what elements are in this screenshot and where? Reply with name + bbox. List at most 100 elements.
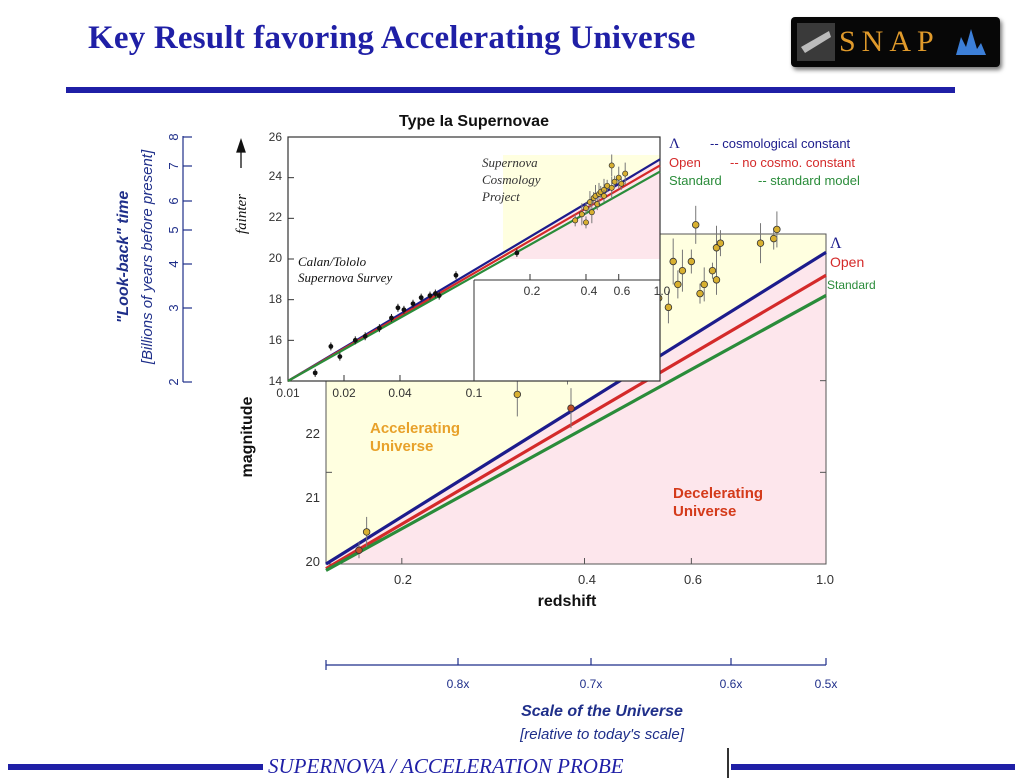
main-legend-lambda: Λ [830, 235, 842, 252]
inset-lowz-point [401, 307, 407, 313]
main-data-point [362, 528, 371, 536]
scale-tick-2: 0.6x [720, 677, 743, 691]
inset-xtick-7: 1.0 [654, 284, 671, 298]
inset-highz-point [578, 211, 585, 218]
main-data-point [716, 239, 725, 247]
inset-lowz-point [453, 272, 459, 278]
inset-lowz-point [376, 325, 382, 331]
inset-highz-point [608, 184, 615, 191]
main-data-point [773, 225, 781, 234]
scale-subtitle: [relative to today's scale] [519, 726, 685, 743]
scp-label-line3: Project [481, 189, 520, 204]
main-data-point [669, 257, 677, 266]
inset-lowz-point [352, 337, 358, 343]
main-data-point [696, 289, 704, 298]
fainter-arrow-icon [236, 137, 246, 168]
main-data-point [708, 266, 717, 275]
main-model-lines [325, 250, 827, 572]
main-data-point [700, 280, 708, 289]
inset-highz-point [583, 205, 589, 212]
inset-lowz-point [312, 370, 318, 376]
inset-lowz-point [337, 354, 343, 359]
main-ytick-0: 20 [306, 554, 320, 569]
inset-legend-open-text: -- no cosmo. constant [730, 155, 855, 170]
bottom-divider-right [731, 764, 1015, 770]
slide-title: Key Result favoring Accelerating Univers… [88, 20, 696, 56]
scale-tick-0: 0.8x [447, 677, 470, 691]
inset-lowz-point [410, 301, 416, 307]
main-data-point [756, 239, 765, 247]
logo-text: SNAP [839, 25, 940, 58]
inset-highz-point [611, 178, 618, 185]
decelerating-label-line1: Decelerating [673, 485, 763, 502]
inset-highz-point [586, 199, 593, 206]
inset-plot: Type Ia Supernovae 0.01 0.02 0.04 0.1 0.… [234, 113, 860, 400]
inset-xtick-3: 0.1 [466, 386, 483, 400]
inset-xtick-5: 0.4 [581, 284, 598, 298]
inset-lowz-point [362, 333, 368, 339]
main-data-point [712, 244, 721, 252]
logo-telescope-tube [801, 31, 831, 53]
lookback-tick-4: 6 [166, 197, 181, 204]
inset-ytick-2: 18 [269, 292, 283, 306]
main-data-point [355, 546, 363, 554]
inset-xtick-2: 0.04 [388, 386, 412, 400]
main-ytick-2: 22 [306, 426, 320, 441]
inset-ytick-5: 24 [269, 169, 283, 183]
inset-highz-point [583, 219, 589, 226]
lookback-tick-6: 8 [166, 133, 181, 140]
lookback-tick-2: 4 [166, 260, 181, 267]
inset-lowz-point [514, 250, 520, 256]
inset-data-points [312, 154, 629, 377]
accelerating-label-line1: Accelerating [370, 420, 460, 437]
inset-legend-lambda-symbol: Λ [669, 136, 680, 152]
snap-logo: SNAP [791, 17, 1000, 67]
scale-ticks [457, 658, 827, 665]
inset-highz-point [608, 162, 615, 169]
calan-label-line1: Calan/Tololo [298, 254, 367, 269]
lookback-tick-1: 3 [166, 304, 181, 311]
decelerating-label-line2: Universe [673, 503, 736, 520]
lookback-tick-3: 5 [166, 226, 181, 233]
main-line-open [325, 273, 827, 570]
inset-legend-standard-symbol: Standard [669, 173, 722, 188]
scale-tick-3: 0.5x [815, 677, 838, 691]
main-data-point [513, 390, 522, 399]
inset-ytick-3: 20 [269, 251, 283, 265]
main-ylabel: magnitude [239, 396, 256, 477]
main-legend-open: Open [830, 254, 864, 270]
main-data-point [567, 404, 575, 412]
lookback-ticks [183, 136, 192, 383]
footer-separator [727, 748, 729, 778]
inset-lowz-point [328, 344, 334, 349]
main-xtick-3: 1.0 [816, 572, 834, 587]
inset-highz-point [615, 174, 622, 181]
scp-label-line2: Cosmology [482, 172, 541, 187]
inset-title: Type Ia Supernovae [399, 113, 549, 130]
logo-spectrum-icon [956, 29, 986, 55]
inset-highz-point [601, 193, 607, 199]
main-data-point [712, 276, 721, 284]
inset-ytick-4: 22 [269, 210, 283, 224]
lookback-tick-5: 7 [166, 162, 181, 169]
main-xtick-0: 0.2 [394, 572, 412, 587]
inset-lowz-point [418, 295, 424, 301]
main-data-point [664, 303, 673, 312]
lookback-axis: 2 3 4 5 6 7 8 "Look-back" time [Billions… [115, 133, 192, 386]
scale-title: Scale of the Universe [521, 703, 683, 720]
inset-legend-lambda-text: -- cosmological constant [710, 136, 851, 151]
main-data-point [692, 221, 700, 229]
scp-label-line1: Supernova [482, 155, 538, 170]
inset-lowz-point [436, 293, 442, 298]
inset-highz-point [572, 217, 579, 224]
inset-lowz-point [432, 291, 438, 296]
inset-lowz-point [427, 293, 433, 298]
inset-xtick-0: 0.01 [276, 386, 300, 400]
inset-lowz-point [395, 305, 401, 311]
inset-xtick-4: 0.2 [524, 284, 541, 298]
inset-highz-point [618, 180, 625, 187]
inset-ytick-0: 14 [269, 374, 283, 388]
inset-lowz-point [389, 315, 394, 321]
calan-label-line2: Supernova Survey [298, 270, 392, 285]
